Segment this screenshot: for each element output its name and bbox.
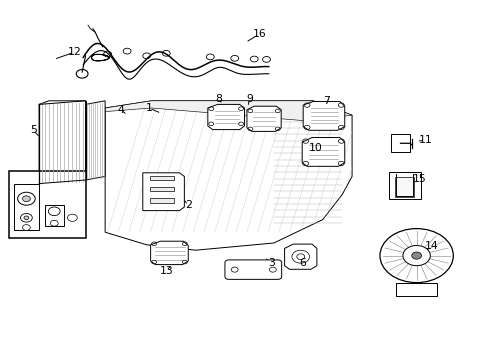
- Text: 4: 4: [118, 105, 124, 115]
- Text: 2: 2: [184, 200, 191, 210]
- Circle shape: [50, 220, 58, 226]
- Polygon shape: [142, 173, 184, 211]
- Text: 15: 15: [412, 174, 426, 184]
- Polygon shape: [85, 101, 105, 180]
- Circle shape: [22, 225, 30, 230]
- Text: 7: 7: [323, 96, 329, 106]
- Polygon shape: [105, 101, 351, 250]
- Circle shape: [20, 213, 32, 222]
- Bar: [390, 134, 409, 152]
- Text: 9: 9: [245, 94, 252, 104]
- Circle shape: [379, 229, 452, 283]
- Circle shape: [22, 196, 30, 202]
- Text: 3: 3: [267, 258, 274, 268]
- Text: 5: 5: [30, 125, 37, 135]
- Bar: [150, 198, 173, 203]
- Circle shape: [24, 216, 29, 220]
- Bar: [9, 171, 86, 238]
- Text: 11: 11: [418, 135, 431, 145]
- Polygon shape: [302, 138, 344, 166]
- Polygon shape: [39, 101, 85, 184]
- Circle shape: [402, 246, 429, 266]
- Circle shape: [411, 252, 421, 259]
- Polygon shape: [150, 241, 188, 265]
- FancyBboxPatch shape: [224, 260, 281, 279]
- Circle shape: [48, 207, 60, 216]
- Text: 10: 10: [308, 143, 322, 153]
- Bar: [388, 172, 420, 199]
- Text: 13: 13: [159, 266, 173, 276]
- Text: 14: 14: [424, 240, 437, 251]
- Circle shape: [18, 192, 35, 205]
- Polygon shape: [284, 244, 316, 269]
- Text: 1: 1: [145, 103, 152, 113]
- Bar: [45, 205, 63, 226]
- Bar: [14, 184, 39, 230]
- Text: 16: 16: [252, 29, 265, 39]
- Polygon shape: [105, 101, 351, 121]
- Text: 6: 6: [298, 258, 305, 268]
- Polygon shape: [207, 104, 244, 130]
- Text: 12: 12: [67, 47, 81, 57]
- Circle shape: [67, 214, 77, 221]
- Text: 8: 8: [215, 94, 222, 104]
- Polygon shape: [246, 106, 281, 131]
- Polygon shape: [303, 102, 344, 130]
- Bar: [150, 187, 173, 192]
- Polygon shape: [395, 283, 436, 296]
- Bar: [150, 176, 173, 180]
- Bar: [394, 177, 413, 197]
